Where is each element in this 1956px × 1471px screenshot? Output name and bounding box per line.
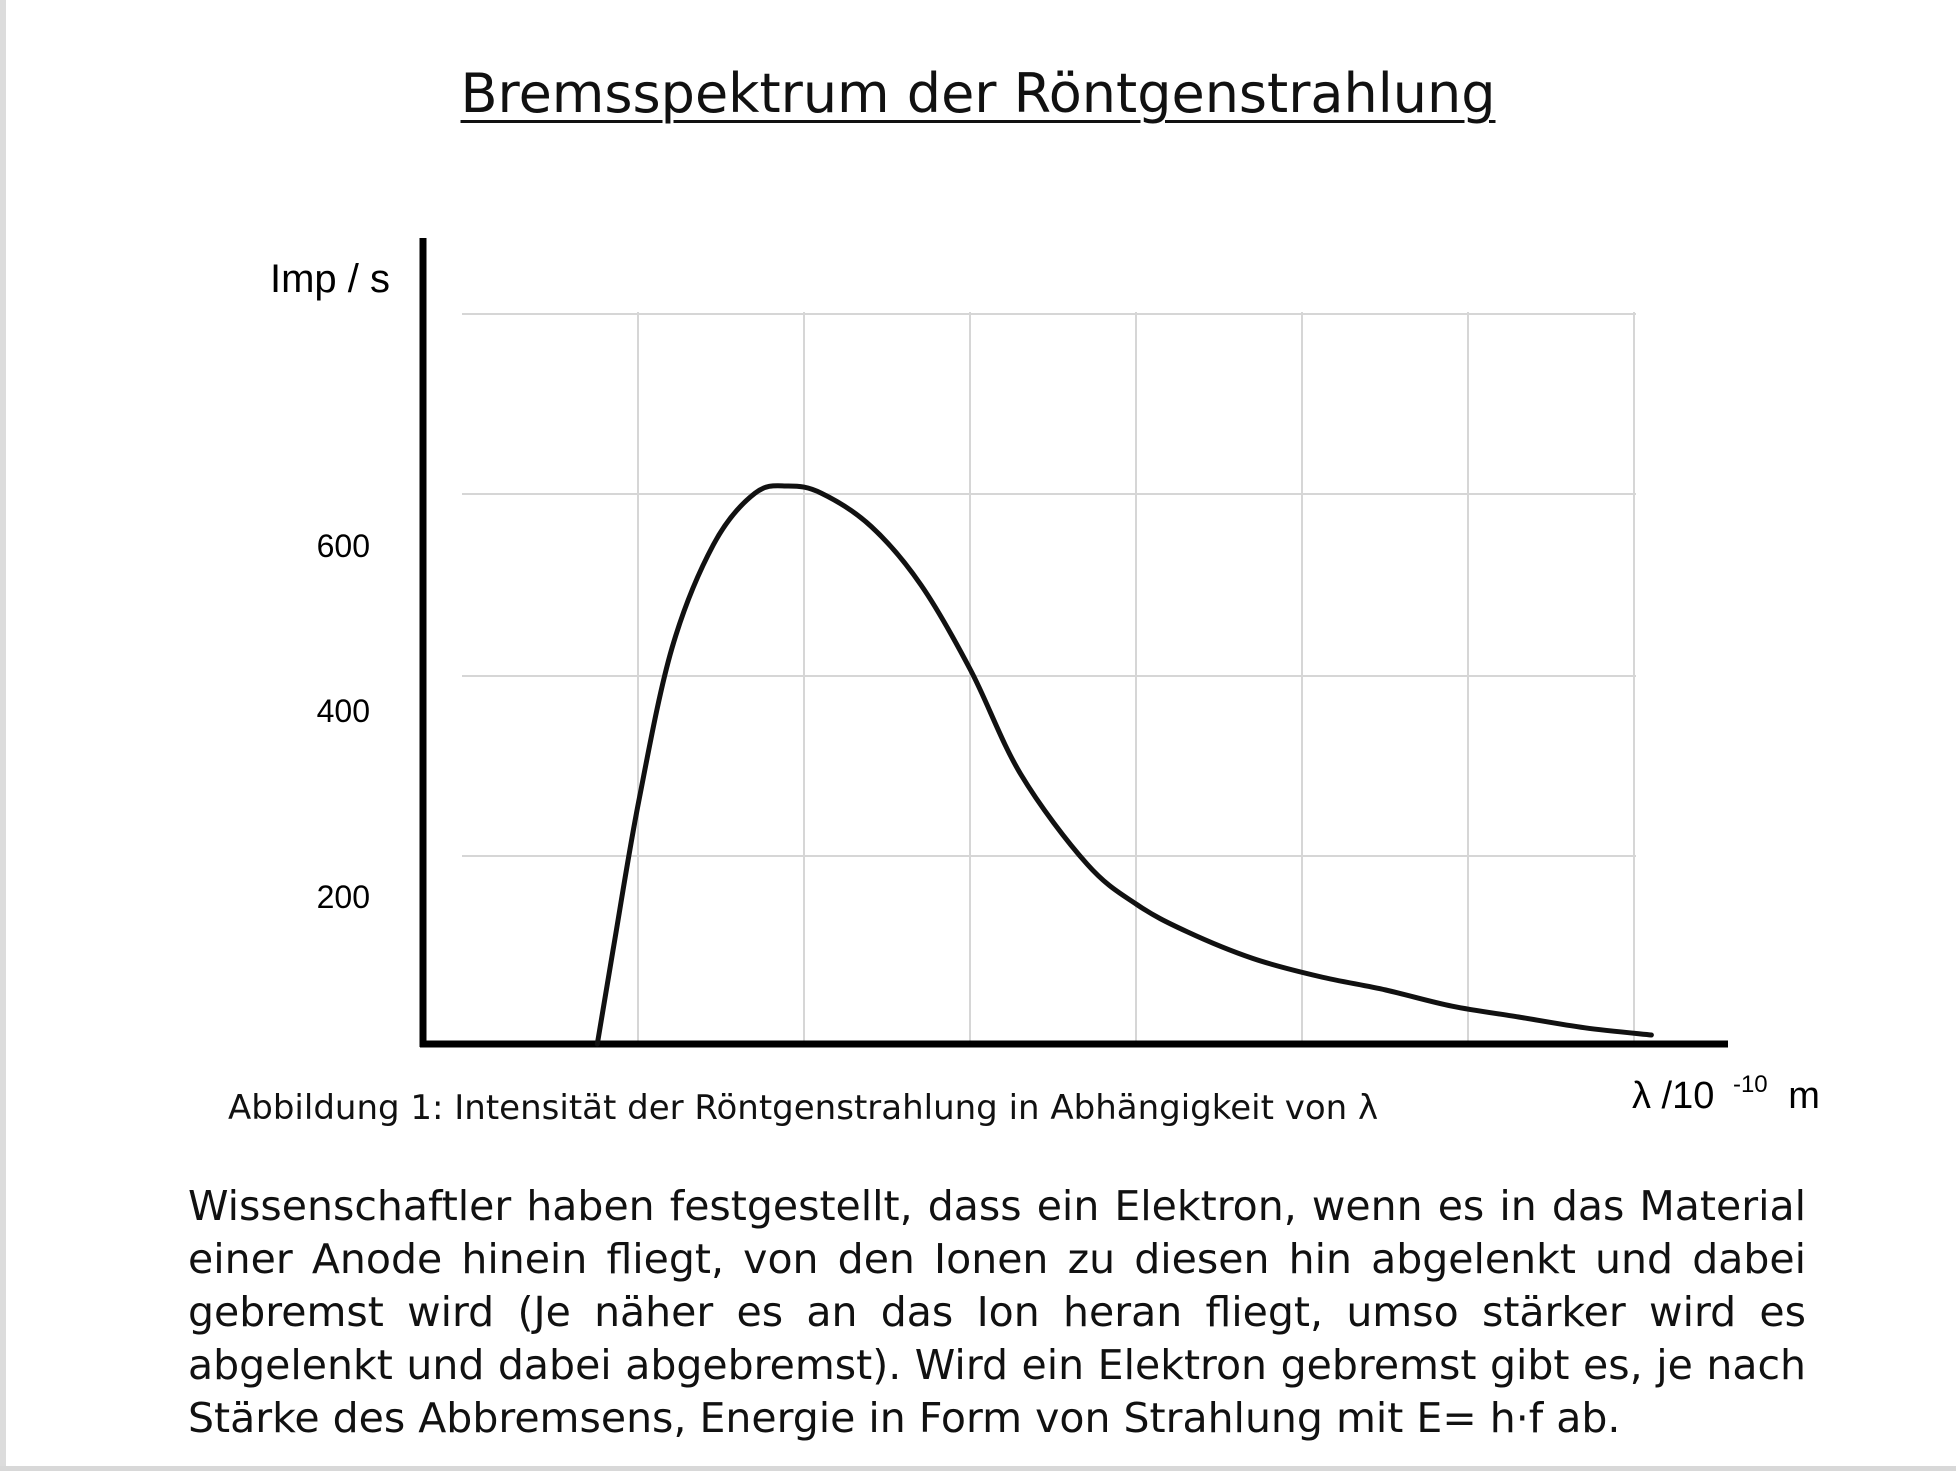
page-bottom-border bbox=[0, 1466, 1956, 1471]
y-tick-label: 200 bbox=[317, 879, 370, 915]
x-axis-label-main: λ /10 bbox=[1632, 1075, 1714, 1117]
y-axis-label: Imp / s bbox=[270, 257, 390, 301]
y-tick-label: 400 bbox=[317, 693, 370, 729]
page-left-border bbox=[0, 0, 6, 1471]
series-line bbox=[594, 483, 1654, 1047]
body-paragraph: Wissenschaftler haben festgestellt, dass… bbox=[188, 1182, 1806, 1442]
page-title: Bremsspektrum der Röntgenstrahlung bbox=[460, 62, 1496, 125]
x-axis-label-exponent: -10 bbox=[1733, 1071, 1768, 1098]
figure-caption: Abbildung 1: Intensität der Röntgenstrah… bbox=[228, 1088, 1379, 1128]
chart-axes bbox=[419, 238, 1728, 1048]
y-tick-label: 600 bbox=[317, 528, 370, 564]
chart-grid bbox=[462, 312, 1636, 1044]
x-axis-label: λ /10 -10 m bbox=[1632, 1059, 1820, 1117]
y-tick-labels: 200 400 600 bbox=[317, 528, 370, 915]
x-axis-label-unit: m bbox=[1788, 1075, 1820, 1117]
